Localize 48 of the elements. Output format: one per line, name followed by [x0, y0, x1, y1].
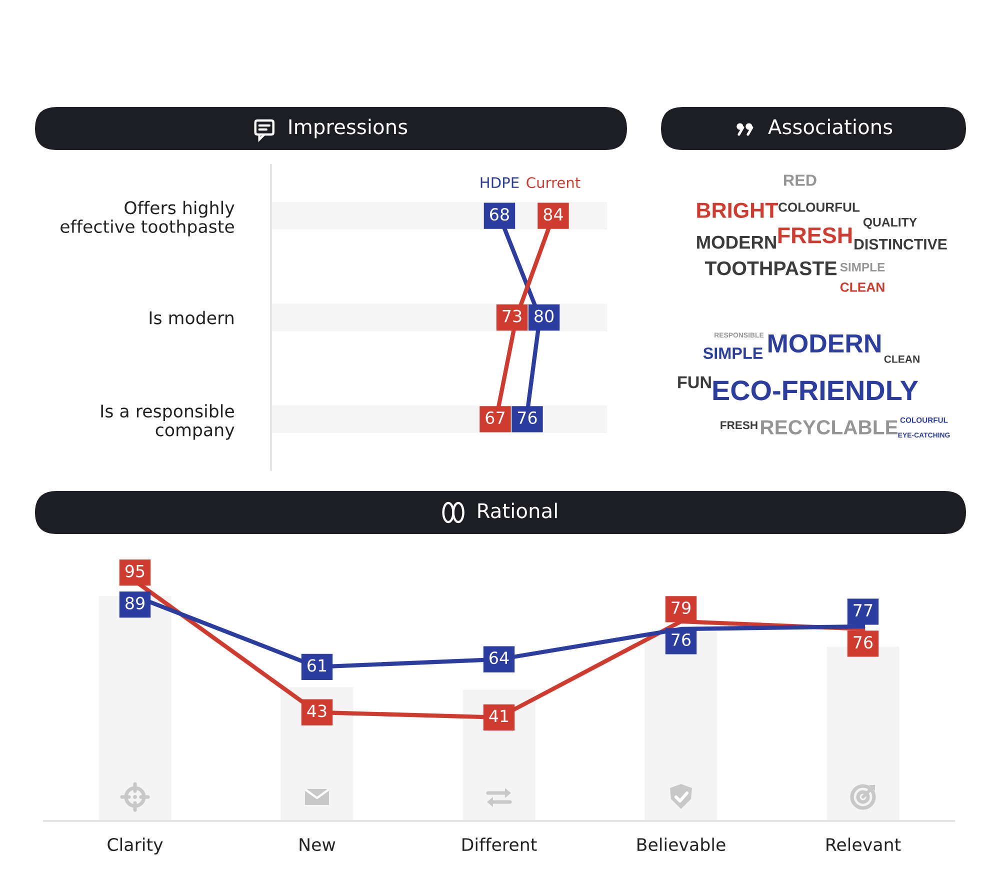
data-label: 76: [672, 633, 691, 646]
text: ECO-FRIENDLY: [713, 380, 918, 400]
chart-title: Impressions: [289, 118, 408, 138]
data-label: 79: [672, 601, 690, 614]
text: FRESH: [778, 227, 852, 244]
text: SIMPLE: [703, 348, 763, 359]
x-tick-label: Clarity: [108, 838, 163, 854]
text: MODERN: [697, 236, 776, 249]
x-tick-label: New: [300, 838, 336, 852]
y-tick-label: Is modern: [150, 310, 234, 324]
data-label: 95: [125, 564, 144, 578]
text: RED: [784, 174, 816, 186]
text: FRESH: [720, 421, 758, 430]
bar: [644, 632, 718, 821]
text: COLOURFUL: [778, 202, 860, 212]
series-label: HDPE: [480, 177, 519, 188]
data-label: 67: [486, 411, 504, 424]
data-label: 73: [502, 310, 522, 322]
data-label: 76: [854, 636, 873, 649]
data-label: 41: [489, 710, 508, 722]
data-label: 76: [518, 411, 537, 424]
data-label: 80: [534, 310, 554, 322]
text: RECYCLABLE: [761, 420, 898, 434]
chart-title: Rational: [478, 502, 557, 518]
x-tick-label: Relevant: [826, 838, 901, 852]
text: BRIGHT: [697, 202, 778, 218]
data-label: 68: [490, 208, 509, 221]
text: SIMPLE: [840, 262, 885, 272]
text: CLEAN: [884, 355, 920, 363]
series-label: Current: [526, 177, 580, 188]
y-tick-label: Is a responsible company: [101, 404, 234, 440]
data-label: 89: [126, 596, 144, 610]
text: FUN: [678, 376, 711, 388]
data-label: 77: [854, 604, 872, 616]
data-label: 64: [490, 652, 509, 664]
text: MODERN: [768, 334, 880, 353]
y-tick-label: Offers highly effective toothpaste: [60, 200, 234, 236]
text: DISTINCTIVE: [854, 238, 947, 250]
x-tick-label: Believable: [638, 838, 726, 852]
x-tick-label: Different: [462, 838, 537, 852]
text: QUALITY: [863, 218, 917, 229]
text: Associations: [768, 118, 892, 134]
data-label: 61: [308, 659, 326, 672]
data-label: 84: [544, 208, 563, 221]
bar: [98, 596, 172, 821]
text: CLEAN: [840, 282, 884, 292]
data-label: 43: [307, 704, 326, 718]
text: TOOTHPASTE: [704, 261, 837, 276]
